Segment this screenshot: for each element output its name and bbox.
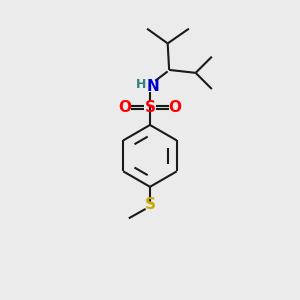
Text: S: S bbox=[145, 197, 155, 212]
Text: S: S bbox=[145, 100, 155, 115]
Text: O: O bbox=[169, 100, 182, 115]
Text: O: O bbox=[118, 100, 131, 115]
Text: H: H bbox=[135, 78, 146, 92]
Text: N: N bbox=[147, 79, 159, 94]
